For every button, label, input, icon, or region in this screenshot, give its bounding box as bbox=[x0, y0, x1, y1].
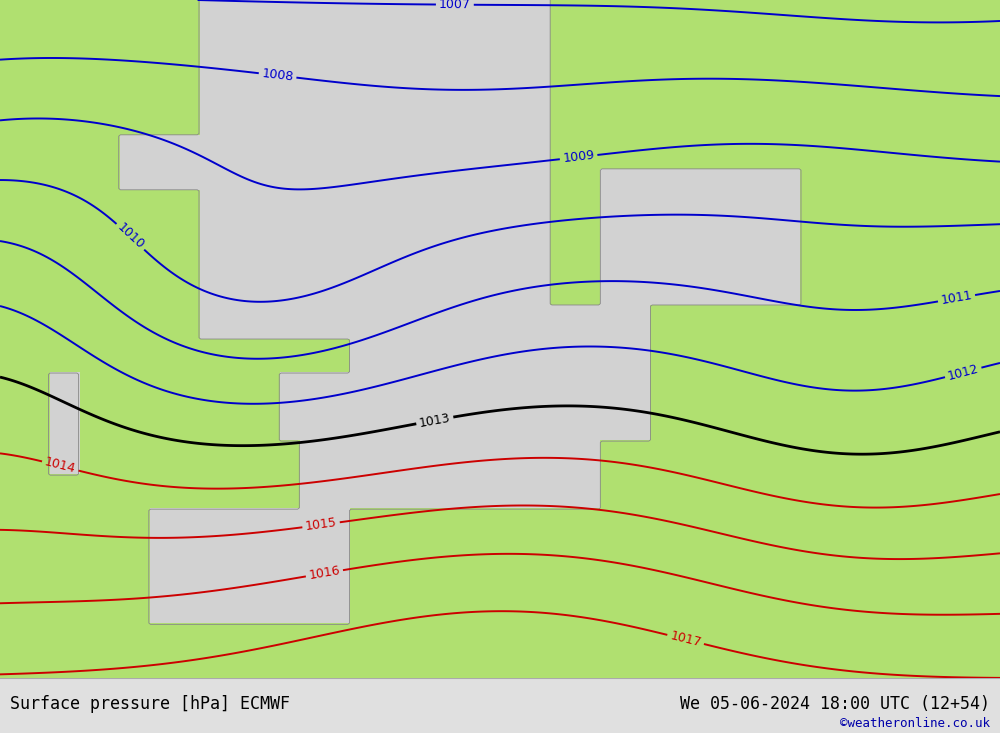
Text: 1011: 1011 bbox=[940, 289, 973, 307]
Text: 1007: 1007 bbox=[439, 0, 471, 11]
Text: 1013: 1013 bbox=[418, 411, 452, 430]
Text: 1016: 1016 bbox=[308, 564, 341, 582]
Text: We 05-06-2024 18:00 UTC (12+54): We 05-06-2024 18:00 UTC (12+54) bbox=[680, 695, 990, 712]
Text: ©weatheronline.co.uk: ©weatheronline.co.uk bbox=[840, 718, 990, 730]
Text: 1008: 1008 bbox=[261, 67, 294, 84]
Text: Surface pressure [hPa] ECMWF: Surface pressure [hPa] ECMWF bbox=[10, 695, 290, 712]
Text: 1017: 1017 bbox=[669, 630, 703, 649]
Text: 1009: 1009 bbox=[562, 149, 595, 166]
Text: 1012: 1012 bbox=[946, 362, 980, 383]
Text: 1014: 1014 bbox=[43, 456, 77, 476]
Text: 1010: 1010 bbox=[114, 221, 146, 252]
Text: 1015: 1015 bbox=[304, 516, 338, 534]
